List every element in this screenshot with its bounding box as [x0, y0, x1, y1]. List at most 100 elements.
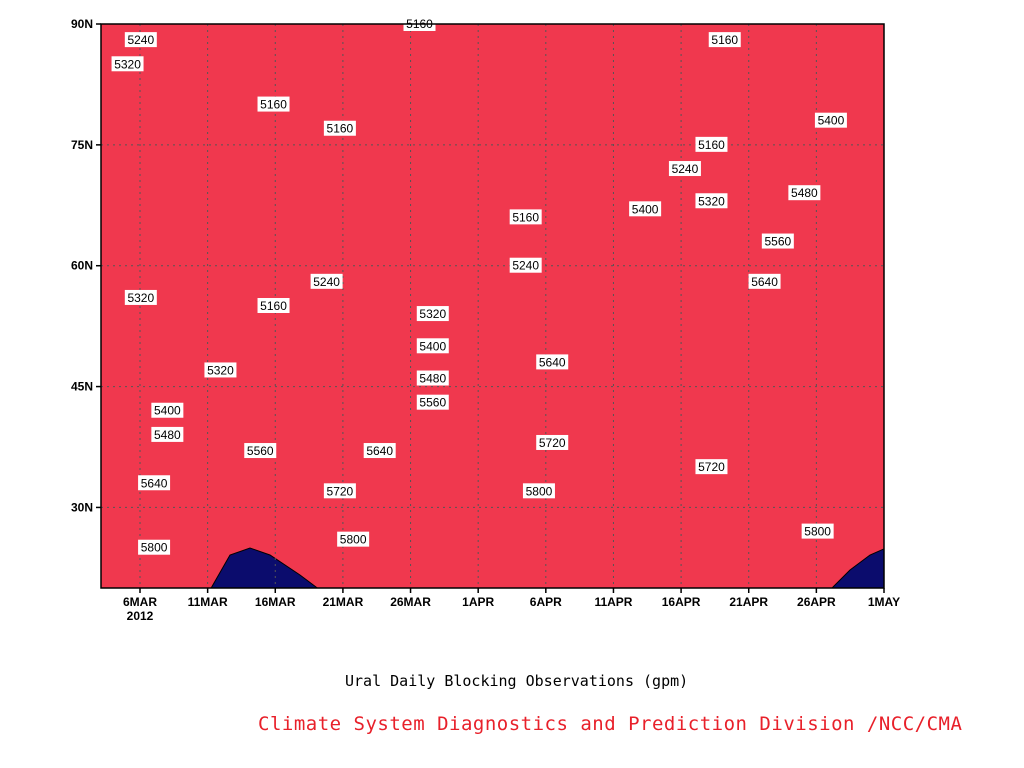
contour-label-text: 5160: [711, 33, 738, 47]
contour-label-box: [695, 136, 728, 152]
contour-label: 5480: [788, 185, 821, 201]
contour-label: 5400: [814, 112, 847, 128]
contour-label: 5240: [310, 273, 343, 289]
contour-label-text: 5560: [419, 396, 446, 410]
chart-title: Ural Daily Blocking Observations (gpm): [345, 672, 689, 690]
contour-label-text: 5320: [114, 57, 141, 71]
contour-label: 5160: [257, 298, 290, 313]
x-tick-label: 16MAR: [255, 595, 296, 609]
contour-label-box: [509, 209, 542, 225]
contour-label-box: [124, 289, 157, 305]
contour-label-box: [814, 112, 847, 128]
contour-label-text: 5320: [419, 307, 446, 321]
contour-label-text: 5160: [512, 210, 539, 224]
contour-label-box: [522, 483, 555, 499]
contour-label: 5800: [522, 483, 555, 499]
contour-label-box: [708, 32, 741, 48]
contour-label: 5400: [416, 338, 449, 354]
y-tick-label: 45N: [71, 380, 93, 394]
x-tick-label: 21APR: [729, 595, 768, 609]
contour-label: 5560: [761, 233, 794, 249]
y-tick-label: 30N: [71, 500, 93, 514]
contour-label-box: [801, 523, 834, 539]
credit-line: Climate System Diagnostics and Predictio…: [258, 713, 963, 735]
contour-label-box: [244, 443, 277, 459]
contour-label-text: 5160: [260, 98, 287, 112]
contour-label: 5160: [257, 96, 290, 112]
contour-label-box: [323, 483, 356, 499]
x-tick-label: 11APR: [594, 595, 632, 609]
contour-label: 5400: [629, 201, 662, 217]
contour-label-text: 5400: [154, 404, 181, 418]
contour-label: 5160: [509, 209, 542, 225]
contour-label-text: 5240: [672, 162, 699, 176]
contour-label: 5560: [416, 394, 449, 410]
contour-label-text: 5560: [764, 235, 791, 249]
contour-label-text: 5160: [260, 299, 287, 313]
x-tick-label: 16APR: [662, 595, 701, 609]
contour-label-text: 5640: [539, 355, 566, 369]
contour-label-box: [363, 443, 396, 459]
contour-label: 5800: [138, 539, 171, 555]
contour-label-box: [761, 233, 794, 249]
contour-label: 5240: [124, 32, 157, 48]
contour-label-box: [536, 434, 569, 450]
contour-label: 5320: [416, 306, 449, 322]
contour-label-text: 5640: [366, 444, 393, 458]
contour-label-text: 5240: [512, 259, 539, 273]
contour-labels: 5240 5320 5160 5160 5160 5160 5240 5160 5160 5240…: [111, 16, 847, 555]
contour-label-text: 5560: [247, 444, 274, 458]
y-tick-label: 90N: [71, 17, 93, 31]
contour-label: 5320: [111, 56, 144, 72]
x-tick-label: 6APR: [530, 595, 562, 609]
contour-label-text: 5480: [791, 186, 818, 200]
contour-label: 5240: [509, 257, 542, 273]
contour-label: 5320: [204, 362, 237, 378]
contour-label-text: 5160: [327, 122, 354, 136]
contour-label: 5720: [323, 483, 356, 499]
contour-label-text: 5240: [313, 275, 340, 289]
contour-label: 5800: [337, 531, 370, 547]
contour-label-box: [138, 475, 171, 491]
contour-label-box: [323, 120, 356, 136]
contour-label-box: [138, 539, 171, 555]
x-tick-label: 1APR: [462, 595, 494, 609]
contour-label-text: 5720: [539, 436, 566, 450]
contour-label: 5160: [708, 32, 741, 48]
contour-label: 5160: [695, 136, 728, 152]
contour-label-text: 5480: [154, 428, 181, 442]
contour-label-box: [509, 257, 542, 273]
contour-label-text: 5720: [327, 484, 354, 498]
y-axis: 30N 45N 60N 75N 90N: [71, 17, 101, 514]
x-year-label: 2012: [127, 609, 154, 623]
contour-band-11: [101, 24, 884, 588]
contour-label-text: 5800: [804, 525, 831, 539]
contour-label-box: [748, 273, 781, 289]
contour-label: 5640: [536, 354, 569, 370]
contour-label-text: 5720: [698, 460, 725, 474]
x-tick-label: 26APR: [797, 595, 836, 609]
contour-label: 5640: [138, 475, 171, 491]
contour-label-box: [124, 32, 157, 48]
x-tick-label: 26MAR: [390, 595, 431, 609]
contour-label-text: 5320: [207, 363, 234, 377]
contour-label-box: [695, 193, 728, 209]
contour-label: 5320: [124, 289, 157, 305]
contour-label-box: [151, 426, 184, 442]
contour-label-box: [416, 338, 449, 354]
contour-label-box: [310, 273, 343, 289]
contour-label-box: [416, 394, 449, 410]
contour-label-text: 5800: [340, 533, 367, 547]
x-tick-label: 1MAY: [868, 595, 900, 609]
contour-label-text: 5320: [127, 291, 154, 305]
contour-label: 5560: [244, 443, 277, 459]
x-tick-label: 11MAR: [188, 595, 228, 609]
x-tick-label: 21MAR: [323, 595, 364, 609]
contour-label-box: [151, 402, 184, 418]
contour-label-box: [668, 161, 701, 177]
contour-label-box: [204, 362, 237, 378]
contour-label-text: 5480: [419, 372, 446, 386]
contour-label-box: [416, 370, 449, 386]
contour-label-text: 5400: [632, 202, 659, 216]
